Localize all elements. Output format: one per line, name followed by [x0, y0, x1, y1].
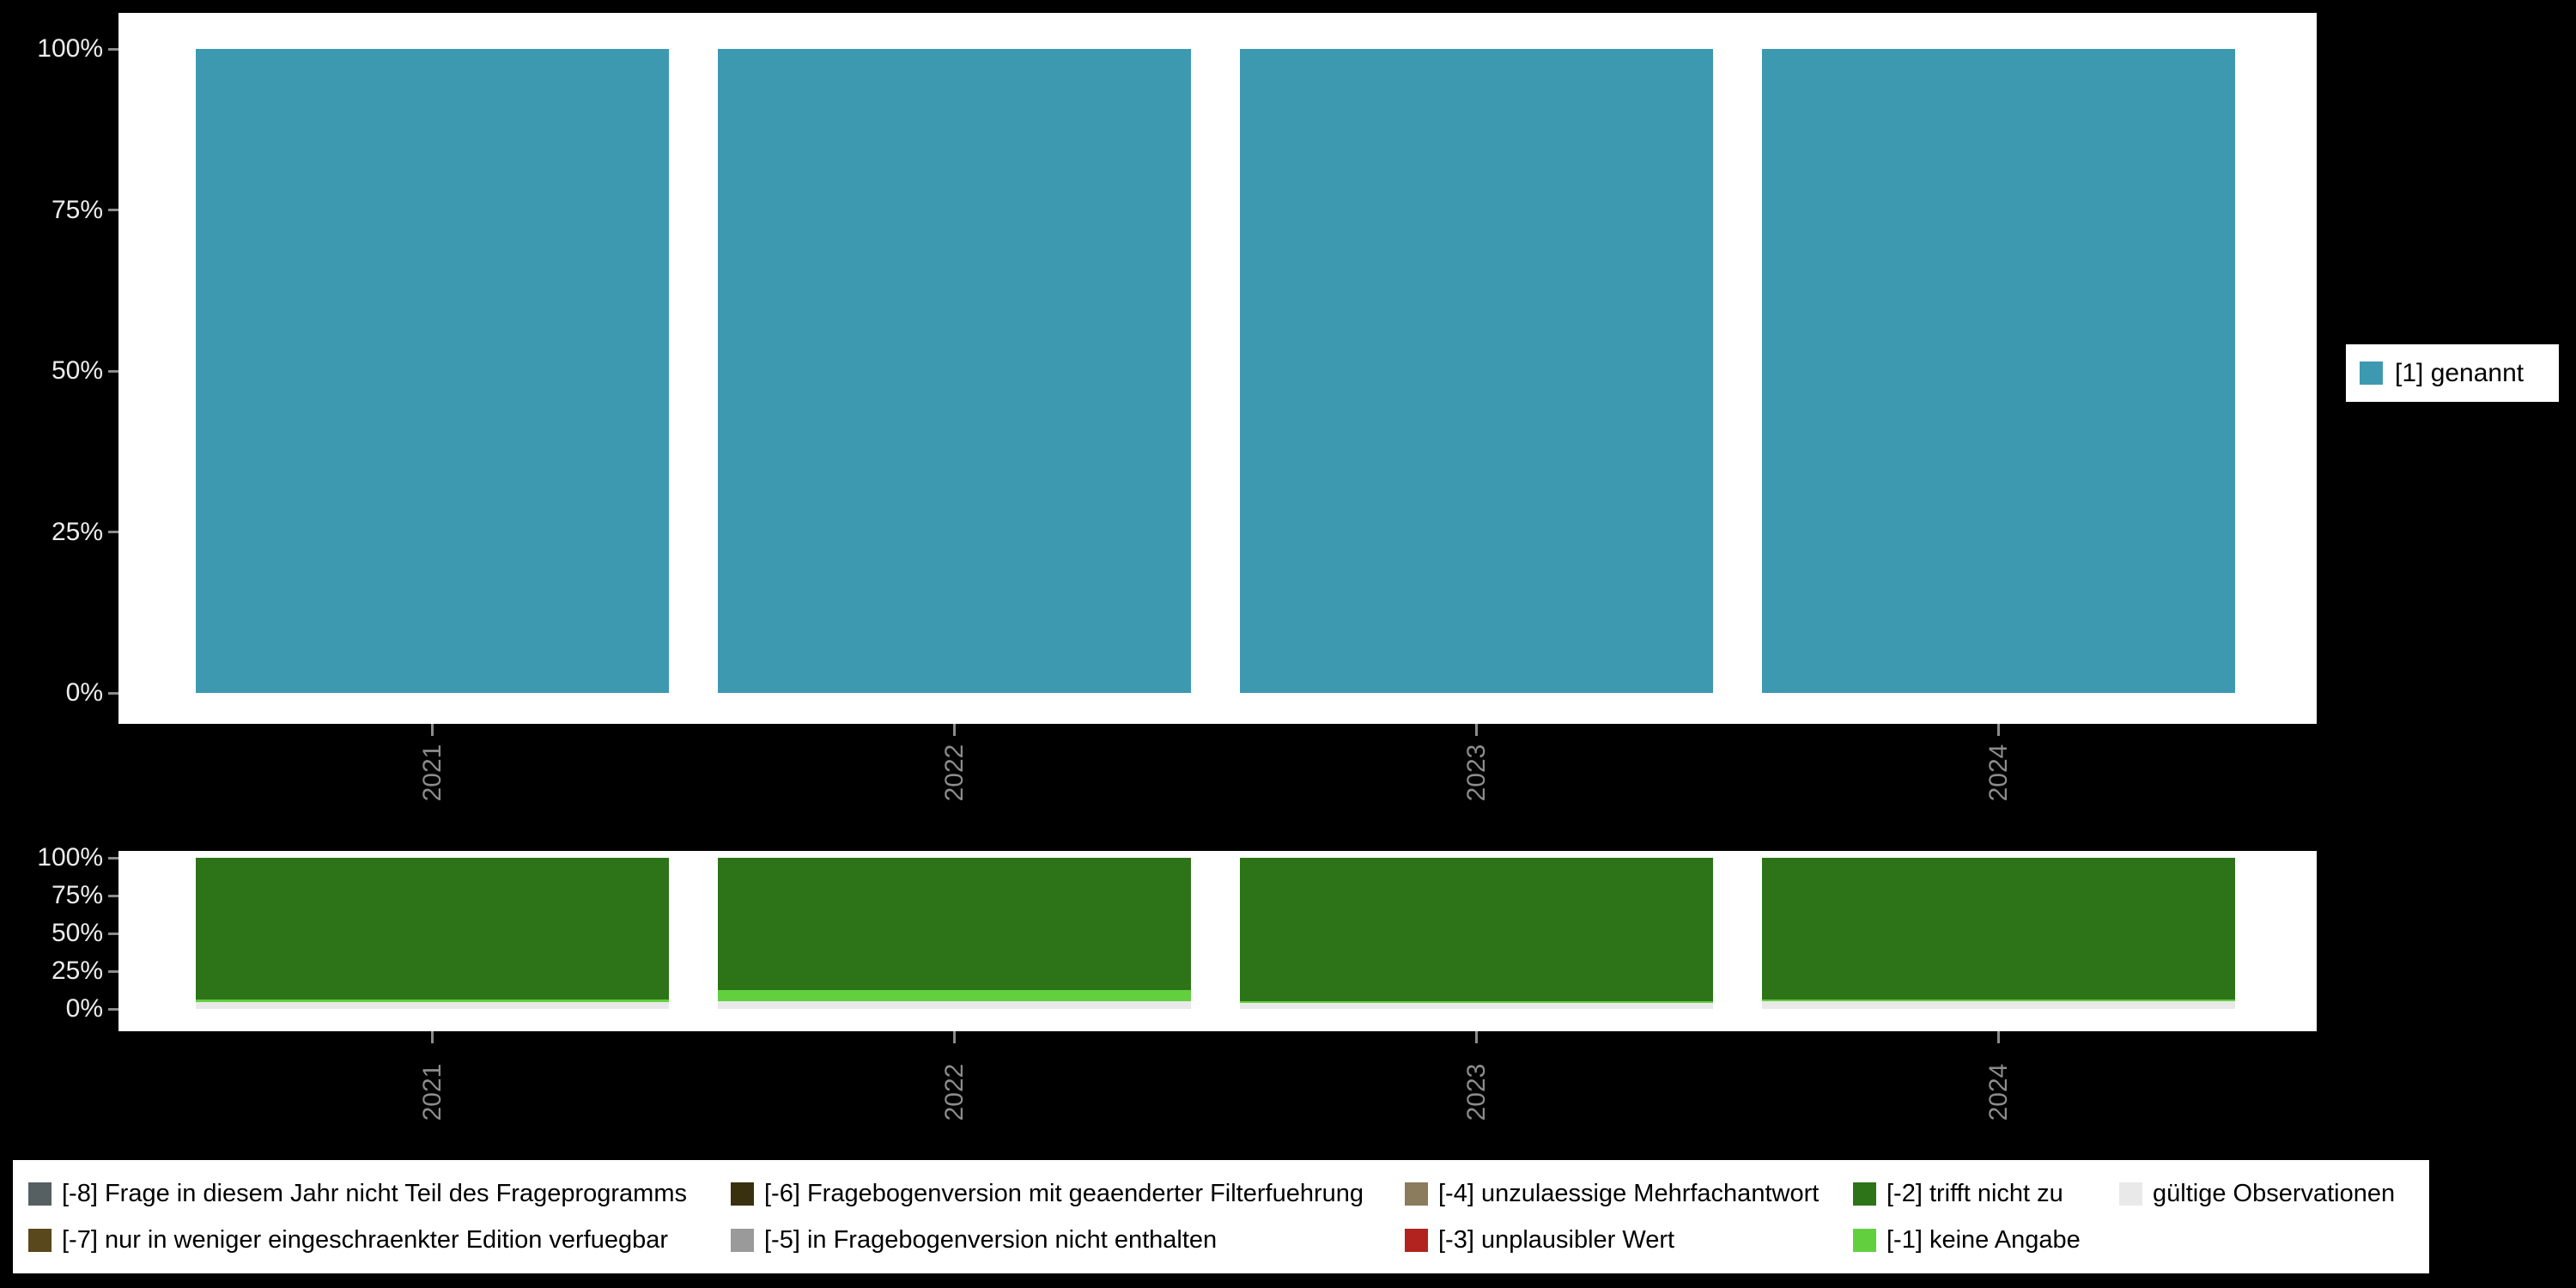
y-axis-tick-mark: [108, 531, 118, 533]
legend-item: [-1] keine Angabe: [1853, 1217, 2119, 1263]
top-legend: [1] genannt: [2346, 344, 2559, 402]
x-axis-label: 2022: [939, 1063, 969, 1121]
y-axis-tick-label: 100%: [37, 34, 103, 63]
y-axis-tick-label: 0%: [65, 994, 103, 1023]
bar-segment: [196, 999, 669, 1003]
legend-item: [-8] Frage in diesem Jahr nicht Teil des…: [28, 1170, 731, 1217]
legend-swatch: [1853, 1182, 1876, 1206]
legend-label: [-5] in Fragebogenversion nicht enthalte…: [764, 1225, 1218, 1254]
y-axis-tick-label: 75%: [51, 881, 103, 909]
x-axis-tick-mark: [953, 1031, 956, 1043]
y-axis-tick-label: 0%: [65, 678, 103, 707]
y-axis-tick-mark: [108, 369, 118, 373]
bar-segment: [718, 49, 1191, 693]
legend-label: [-1] keine Angabe: [1886, 1225, 2081, 1254]
legend-label: gültige Observationen: [2153, 1179, 2396, 1207]
legend-item: [-2] trifft nicht zu: [1853, 1170, 2119, 1217]
legend-swatch: [2119, 1182, 2142, 1206]
top-legend-label: [1] genannt: [2395, 358, 2524, 387]
legend-item: [-6] Fragebogenversion mit geaenderter F…: [731, 1170, 1405, 1217]
y-axis-tick-mark: [108, 1007, 118, 1011]
x-axis-label: 2024: [1984, 1063, 2013, 1121]
bottom-legend-grid: [-8] Frage in diesem Jahr nicht Teil des…: [28, 1170, 2429, 1263]
y-axis-tick-label: 25%: [51, 517, 103, 546]
y-axis-tick-mark: [108, 894, 118, 897]
bar-segment: [1762, 999, 2235, 1002]
y-axis-tick-mark: [108, 969, 118, 973]
y-axis-tick-label: 75%: [51, 195, 103, 224]
x-axis-tick-mark: [1475, 1031, 1478, 1043]
legend-item: gültige Observationen: [2119, 1170, 2429, 1217]
legend-label: [-4] unzulaessige Mehrfachantwort: [1438, 1179, 1820, 1207]
y-axis-tick-label: 50%: [51, 356, 103, 385]
bar-segment: [1762, 1001, 2235, 1009]
x-axis-label: 2021: [417, 1063, 447, 1121]
bar-segment: [718, 1001, 1191, 1009]
y-axis-tick-label: 100%: [37, 843, 103, 872]
legend-item: [-4] unzulaessige Mehrfachantwort: [1405, 1170, 1853, 1217]
bar-segment: [196, 858, 669, 1000]
bar-segment: [718, 990, 1191, 1002]
legend-label: [-2] trifft nicht zu: [1886, 1179, 2063, 1207]
x-axis-label: 2024: [1984, 744, 2013, 802]
y-axis-tick-mark: [108, 47, 118, 51]
legend-item: [-7] nur in weniger eingeschraenkter Edi…: [28, 1217, 731, 1263]
legend-label: [-8] Frage in diesem Jahr nicht Teil des…: [62, 1179, 687, 1207]
legend-item: [-3] unplausibler Wert: [1405, 1217, 1853, 1263]
top-legend-swatch: [2360, 361, 2383, 385]
bar-segment: [1240, 49, 1713, 693]
bar-segment: [718, 858, 1191, 990]
legend-swatch: [28, 1228, 52, 1252]
y-axis-tick-label: 25%: [51, 957, 103, 985]
bottom-legend: [-8] Frage in diesem Jahr nicht Teil des…: [13, 1160, 2429, 1273]
y-axis-tick-mark: [108, 209, 118, 211]
bar-segment: [196, 49, 669, 693]
x-axis-label: 2023: [1461, 1063, 1491, 1121]
legend-label: [-7] nur in weniger eingeschraenkter Edi…: [62, 1225, 669, 1254]
y-axis-tick-label: 50%: [51, 919, 103, 947]
x-axis-tick-mark: [431, 1031, 434, 1043]
legend-label: [-6] Fragebogenversion mit geaenderter F…: [764, 1179, 1364, 1207]
x-axis-tick-mark: [431, 724, 434, 736]
y-axis-tick-mark: [108, 691, 118, 695]
legend-swatch: [731, 1228, 754, 1252]
bar-segment: [1240, 858, 1713, 1002]
missings-chart-panel: [118, 851, 2317, 1031]
y-axis-tick-mark: [108, 856, 118, 860]
legend-swatch: [28, 1182, 52, 1206]
legend-swatch: [1405, 1182, 1428, 1206]
legend-swatch: [1853, 1228, 1876, 1252]
x-axis-label: 2021: [417, 744, 447, 802]
x-axis-tick-mark: [953, 724, 956, 736]
legend-label: [-3] unplausibler Wert: [1438, 1225, 1675, 1254]
bar-segment: [1240, 1001, 1713, 1003]
bar-segment: [196, 1002, 669, 1009]
bar-segment: [1762, 858, 2235, 1000]
legend-item: [-5] in Fragebogenversion nicht enthalte…: [731, 1217, 1405, 1263]
legend-swatch: [1405, 1228, 1428, 1252]
x-axis-label: 2022: [939, 744, 969, 802]
x-axis-tick-mark: [1475, 724, 1478, 736]
x-axis-label: 2023: [1461, 744, 1491, 802]
x-axis-tick-mark: [1997, 1031, 2000, 1043]
legend-swatch: [731, 1182, 754, 1206]
y-axis-tick-mark: [108, 932, 118, 935]
bar-segment: [1240, 1002, 1713, 1009]
bar-segment: [1762, 49, 2235, 693]
top-chart-panel: [118, 13, 2317, 724]
x-axis-tick-mark: [1997, 724, 2000, 736]
